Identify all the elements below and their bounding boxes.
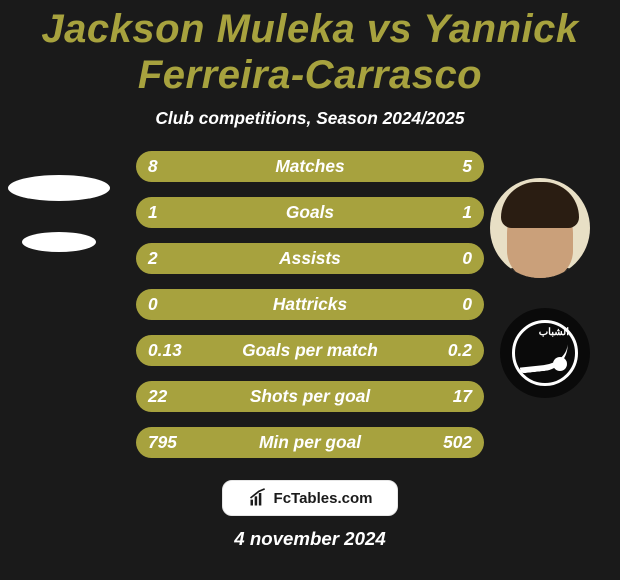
stat-label: Matches: [275, 156, 344, 177]
stat-label: Assists: [279, 248, 341, 269]
stat-left-value: 0.13: [148, 340, 208, 361]
stats-section: 8 Matches 5 1 Goals 1 2 Assists 0 0 Hattricks 0 0.13…: [0, 151, 620, 458]
page-title: Jackson Muleka vs Yannick Ferreira-Carra…: [0, 0, 620, 98]
stat-left-value: 2: [148, 248, 208, 269]
chart-icon: [248, 488, 268, 508]
stat-row: 795 Min per goal 502: [136, 427, 484, 458]
stat-label: Shots per goal: [250, 386, 370, 407]
stats-rows: 8 Matches 5 1 Goals 1 2 Assists 0 0 Hattricks 0 0.13…: [136, 151, 484, 458]
stat-left-value: 0: [148, 294, 208, 315]
stat-left-value: 22: [148, 386, 208, 407]
stat-row: 22 Shots per goal 17: [136, 381, 484, 412]
stat-row: 8 Matches 5: [136, 151, 484, 182]
stat-label: Goals per match: [242, 340, 378, 361]
stat-left-value: 795: [148, 432, 208, 453]
stat-left-value: 8: [148, 156, 208, 177]
site-badge[interactable]: FcTables.com: [222, 480, 398, 516]
stat-right-value: 5: [412, 156, 472, 177]
site-name: FcTables.com: [274, 490, 373, 507]
stat-left-value: 1: [148, 202, 208, 223]
stat-row: 1 Goals 1: [136, 197, 484, 228]
footer-date: 4 november 2024: [0, 528, 620, 550]
stat-right-value: 0: [412, 248, 472, 269]
stat-right-value: 502: [412, 432, 472, 453]
stat-label: Goals: [286, 202, 334, 223]
stat-label: Min per goal: [259, 432, 361, 453]
stat-label: Hattricks: [273, 294, 347, 315]
stat-right-value: 17: [412, 386, 472, 407]
stat-row: 0 Hattricks 0: [136, 289, 484, 320]
stat-right-value: 0: [412, 294, 472, 315]
stat-right-value: 1: [412, 202, 472, 223]
stat-row: 2 Assists 0: [136, 243, 484, 274]
page-subtitle: Club competitions, Season 2024/2025: [0, 108, 620, 129]
stat-row: 0.13 Goals per match 0.2: [136, 335, 484, 366]
comparison-card: Jackson Muleka vs Yannick Ferreira-Carra…: [0, 0, 620, 580]
stat-right-value: 0.2: [412, 340, 472, 361]
